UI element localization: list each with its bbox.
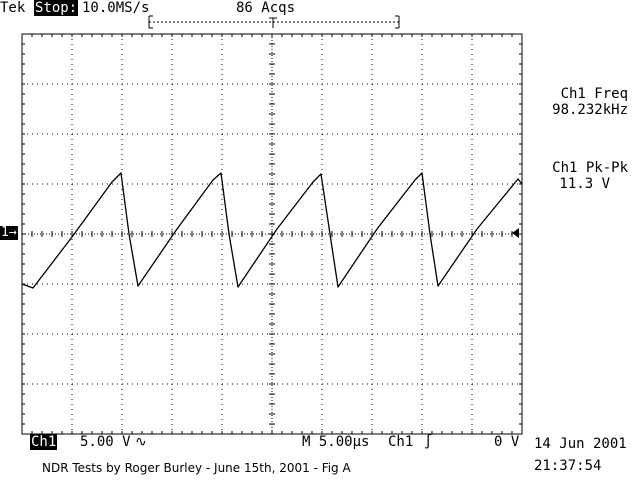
- record-position-bracket: [148, 15, 400, 29]
- capture-time: 21:37:54: [534, 458, 602, 474]
- trigger-slope-icon: ∫: [424, 434, 433, 450]
- graticule: [21, 33, 523, 435]
- channel-1-marker: 1→: [0, 225, 18, 240]
- measurement-pkpk-value: 11.3 V: [559, 176, 610, 192]
- coupling-symbol-icon: ∿: [135, 434, 147, 450]
- capture-date: 14 Jun 2001: [534, 436, 627, 452]
- trigger-source: Ch1: [388, 434, 414, 450]
- header-brand: Tek: [0, 0, 26, 16]
- trigger-level: 0 V: [494, 434, 520, 450]
- measurement-pkpk-label: Ch1 Pk-Pk: [552, 160, 628, 176]
- acquisition-count: 86 Acqs: [236, 0, 296, 16]
- run-state-badge: Stop:: [34, 0, 79, 16]
- volts-per-div: 5.00 V: [80, 434, 131, 450]
- measurement-freq-label: Ch1 Freq: [560, 86, 628, 102]
- sample-rate: 10.0MS/s: [82, 0, 150, 16]
- timebase: M 5.00µs: [302, 434, 370, 450]
- measurement-freq-value: 98.232kHz: [552, 102, 628, 118]
- trigger-level-arrow-icon: [512, 228, 519, 238]
- figure-caption: NDR Tests by Roger Burley - June 15th, 2…: [42, 461, 351, 475]
- ch1-waveform: [21, 172, 523, 289]
- trigger-position-t-icon: [269, 17, 277, 28]
- footer-channel: Ch1: [30, 434, 58, 450]
